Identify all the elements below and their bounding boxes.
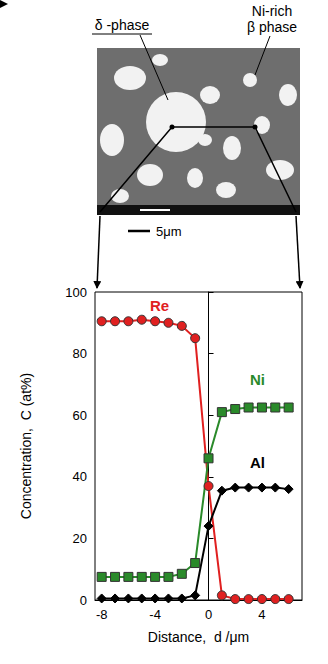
svg-text:40: 40 (73, 469, 87, 484)
svg-text:20: 20 (73, 531, 87, 546)
svg-text:Al: Al (250, 454, 265, 471)
svg-text:80: 80 (73, 346, 87, 361)
svg-text:5μm: 5μm (156, 224, 182, 239)
svg-text:Re: Re (150, 297, 169, 314)
svg-text:δ -phase: δ -phase (95, 17, 150, 33)
svg-text:Concentration, C (at%): Concentration, C (at%) (18, 373, 34, 519)
svg-text:-4: -4 (149, 607, 161, 622)
svg-text:-8: -8 (96, 607, 108, 622)
svg-text:0: 0 (80, 593, 87, 608)
svg-text:Ni-richβ phase: Ni-richβ phase (247, 3, 297, 35)
svg-text:100: 100 (65, 285, 87, 300)
svg-text:0: 0 (205, 607, 212, 622)
svg-text:Distance, d /μm: Distance, d /μm (148, 629, 249, 645)
svg-text:60: 60 (73, 408, 87, 423)
svg-text:4: 4 (258, 607, 265, 622)
svg-text:Ni: Ni (250, 371, 265, 388)
